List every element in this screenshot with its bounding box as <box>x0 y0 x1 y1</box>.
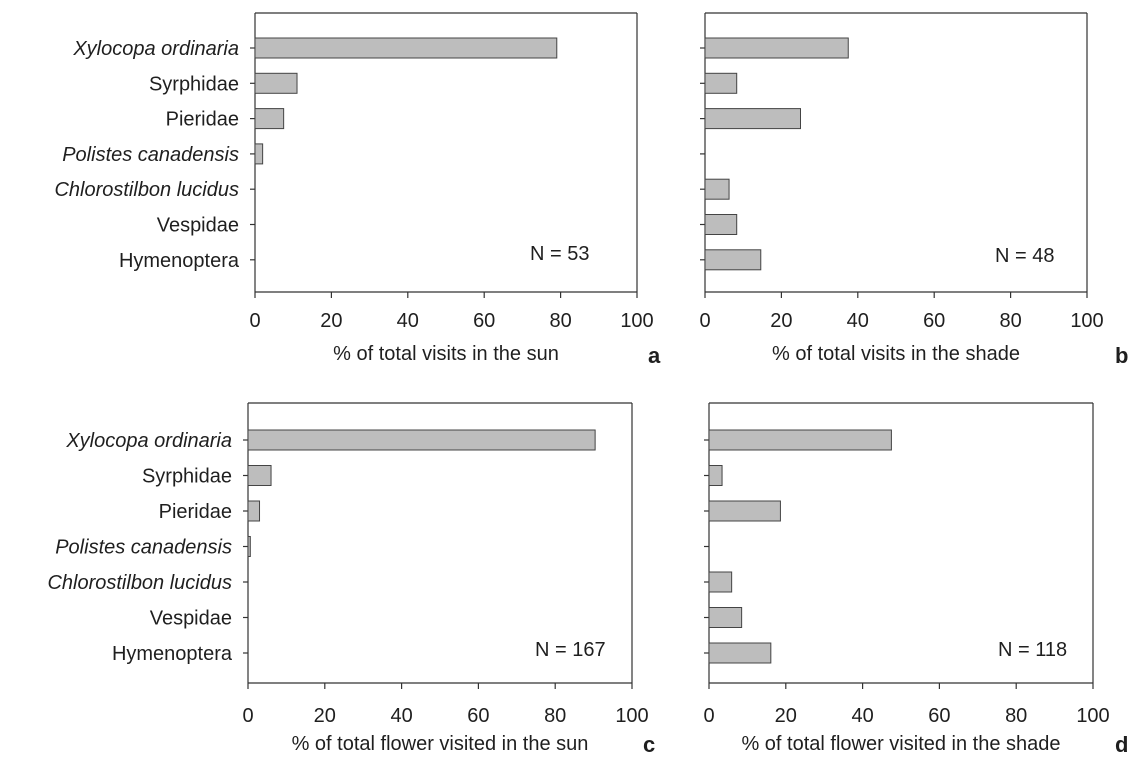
panel-b-bar <box>704 108 801 130</box>
panel-b-x-tick-label-100: 100 <box>1070 310 1103 332</box>
panel-a-sample-size: N = 53 <box>530 243 589 265</box>
panel-b-x-axis-label: % of total visits in the shade <box>772 343 1020 365</box>
panel-b-x-tick-label-0: 0 <box>699 310 710 332</box>
panel-a-bar <box>254 143 264 165</box>
panel-c-category-label: Chlorostilbon lucidus <box>47 572 232 594</box>
panel-c-bar <box>247 429 596 451</box>
panel-d-bar <box>708 607 743 628</box>
panel-b-bar <box>704 249 762 271</box>
panel-c-category-label: Polistes canadensis <box>55 537 232 559</box>
panel-b-bar <box>704 214 738 235</box>
panel-a-category-label: Hymenoptera <box>119 250 240 272</box>
panel-a-bar <box>254 72 298 94</box>
panel-c-label: c <box>643 732 655 757</box>
panel-c-bar <box>247 536 251 557</box>
panel-c-x-tick-label-100: 100 <box>615 705 648 727</box>
panel-b-bar <box>704 72 738 94</box>
panel-d-sample-size: N = 118 <box>998 639 1067 661</box>
panel-a-category-label: Polistes canadensis <box>62 144 239 166</box>
panel-a-x-tick-label-40: 40 <box>397 310 419 332</box>
panel-c-category-label: Hymenoptera <box>112 643 233 665</box>
panel-c-x-tick-label-20: 20 <box>314 705 336 727</box>
panel-c-x-axis-label: % of total flower visited in the sun <box>292 733 589 755</box>
panel-c-x-tick-label-60: 60 <box>467 705 489 727</box>
panel-a-category-label: Chlorostilbon lucidus <box>54 179 239 201</box>
panel-a-category-label: Syrphidae <box>149 73 239 95</box>
panel-a-category-label: Vespidae <box>157 215 239 237</box>
panel-b-label: b <box>1115 343 1128 368</box>
panel-a-x-tick-label-0: 0 <box>249 310 260 332</box>
panel-d-x-tick-label-0: 0 <box>703 705 714 727</box>
panel-a-bar <box>254 108 285 130</box>
panel-d-x-tick-label-60: 60 <box>928 705 950 727</box>
panel-d-x-tick-label-100: 100 <box>1076 705 1109 727</box>
panel-b-bar <box>704 178 730 200</box>
panel-a-x-tick-label-100: 100 <box>620 310 653 332</box>
panel-a-category-label: Pieridae <box>166 109 239 131</box>
panel-a-x-tick-label-20: 20 <box>320 310 342 332</box>
panel-d-bar <box>708 429 892 451</box>
panel-c-category-label: Pieridae <box>159 501 232 523</box>
panel-c-category-label: Vespidae <box>150 608 232 630</box>
panel-a-bar <box>254 37 558 59</box>
panel-d-bar <box>708 571 733 593</box>
panel-a-category-label: Xylocopa ordinaria <box>72 38 239 60</box>
panel-c-x-tick-label-40: 40 <box>390 705 412 727</box>
panel-d-x-tick-label-40: 40 <box>851 705 873 727</box>
panel-a-x-axis-label: % of total visits in the sun <box>333 343 559 365</box>
panel-a-x-tick-label-80: 80 <box>549 310 571 332</box>
panel-c-bar <box>247 465 272 486</box>
panel-a-label: a <box>648 343 661 368</box>
panel-c-category-label: Xylocopa ordinaria <box>65 430 232 452</box>
panel-b-sample-size: N = 48 <box>995 245 1054 267</box>
panel-b-x-tick-label-20: 20 <box>770 310 792 332</box>
panel-d-bar <box>708 642 772 664</box>
panel-d-bar <box>708 500 781 522</box>
panel-b-x-tick-label-40: 40 <box>847 310 869 332</box>
panel-d-x-axis-label: % of total flower visited in the shade <box>741 733 1060 755</box>
panel-c-x-tick-label-80: 80 <box>544 705 566 727</box>
panel-a-x-tick-label-60: 60 <box>473 310 495 332</box>
panel-c-sample-size: N = 167 <box>535 639 606 661</box>
panel-b-bar <box>704 37 849 59</box>
panel-c-bar <box>247 500 261 522</box>
panel-c-x-tick-label-0: 0 <box>242 705 253 727</box>
panel-d-x-tick-label-80: 80 <box>1005 705 1027 727</box>
panel-d-x-tick-label-20: 20 <box>775 705 797 727</box>
panel-b-x-tick-label-60: 60 <box>923 310 945 332</box>
panel-c-category-label: Syrphidae <box>142 466 232 488</box>
panel-b-x-tick-label-80: 80 <box>999 310 1021 332</box>
panel-d-bar <box>708 465 723 486</box>
panel-d-label: d <box>1115 732 1128 757</box>
